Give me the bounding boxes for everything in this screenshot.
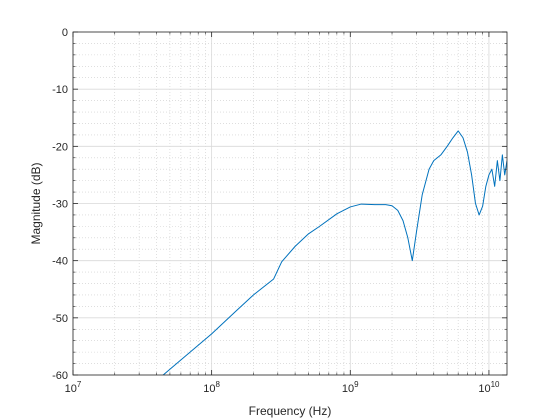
x-axis-label: Frequency (Hz) [249, 404, 332, 418]
x-tick-label: 1010 [478, 380, 500, 395]
y-tick-label: -60 [52, 370, 68, 382]
y-tick-label: 0 [62, 27, 68, 39]
y-tick-label: -50 [52, 313, 68, 325]
x-tick-label: 107 [65, 380, 82, 395]
x-tick-label: 108 [203, 380, 220, 395]
y-tick-label: -40 [52, 256, 68, 268]
y-tick-label: -30 [52, 199, 68, 211]
y-tick-labels: -60 -50 -40 -30 -20 -10 0 [52, 27, 68, 382]
y-tick-label: -20 [52, 141, 68, 153]
magnitude-series-line [162, 130, 507, 375]
y-tick-label: -10 [52, 84, 68, 96]
x-tick-labels: 107 108 109 1010 [65, 380, 500, 395]
y-axis-label: Magnitude (dB) [29, 162, 43, 244]
axis-ticks [72, 31, 507, 376]
x-tick-label: 109 [342, 380, 359, 395]
series-layer [162, 130, 507, 375]
